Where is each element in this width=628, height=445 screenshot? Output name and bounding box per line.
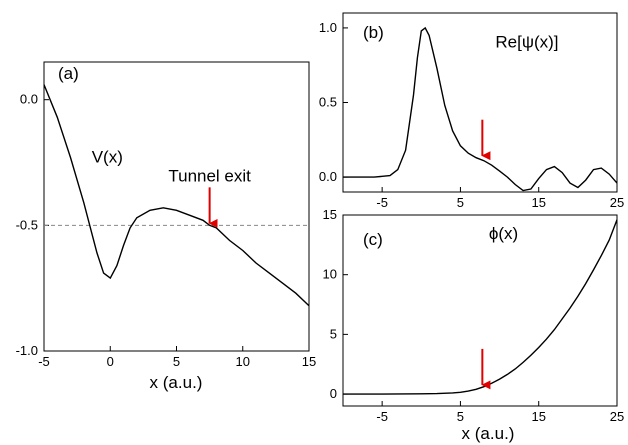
x-tick-label: 25 [610, 195, 624, 210]
series-line-phi [343, 219, 618, 395]
x-tick-label: 5 [457, 409, 464, 424]
panel-label-b: (b) [363, 23, 384, 42]
x-axis-label-c: x (a.u.) [462, 424, 515, 443]
annotation-re-psi: Re[ψ(x)] [495, 32, 558, 51]
y-tick-label: 10 [323, 267, 337, 282]
x-tick-label: 15 [302, 354, 316, 369]
panel-c: (c) -5 5 15 25 0 5 10 15 ϕ(x) x (a.u.) [323, 207, 625, 443]
y-tick-label: 15 [323, 207, 337, 222]
plot-frame-c [342, 214, 618, 407]
x-tick-label: 25 [610, 409, 624, 424]
annotation-tunnel-exit: Tunnel exit [168, 166, 251, 185]
x-tick-label: 0 [107, 354, 114, 369]
y-tick-label: 5 [330, 326, 337, 341]
y-tick-label: -0.5 [16, 217, 38, 232]
y-tick-label: 0.5 [319, 95, 337, 110]
x-tick-label: 15 [531, 195, 545, 210]
x-tick-label: -5 [376, 195, 388, 210]
y-tick-label: 0 [330, 386, 337, 401]
series-line-re-psi [343, 26, 618, 192]
plot-frame-b [342, 12, 618, 193]
y-tick-label: 0.0 [319, 169, 337, 184]
annotation-v-label: V(x) [92, 148, 123, 167]
ticks-b: -5 5 15 25 0.0 0.5 1.0 [319, 20, 624, 210]
x-tick-label: -5 [376, 409, 388, 424]
annotation-phi: ϕ(x) [489, 224, 518, 243]
plot-frame-a [43, 61, 310, 352]
series-line-v [43, 84, 310, 307]
x-axis-label-a: x (a.u.) [150, 373, 203, 392]
panel-a: (a) -5 0 5 10 15 0.0 -0.5 -1.0 V(x) Tunnel exit… [16, 61, 317, 392]
ticks-c: -5 5 15 25 0 5 10 15 [323, 207, 625, 424]
panel-label-a: (a) [58, 64, 79, 83]
x-tick-label: 15 [531, 409, 545, 424]
x-tick-label: -5 [38, 354, 50, 369]
panel-b: (b) -5 5 15 25 0.0 0.5 1.0 Re[ψ(x)] [319, 12, 624, 210]
ticks-a: -5 0 5 10 15 0.0 -0.5 -1.0 [16, 92, 317, 369]
y-tick-label: 0.0 [20, 92, 38, 107]
x-tick-label: 5 [173, 354, 180, 369]
x-tick-label: 10 [236, 354, 250, 369]
x-tick-label: 5 [457, 195, 464, 210]
y-tick-label: -1.0 [16, 343, 38, 358]
y-tick-label: 1.0 [319, 20, 337, 35]
panel-label-c: (c) [363, 230, 383, 249]
